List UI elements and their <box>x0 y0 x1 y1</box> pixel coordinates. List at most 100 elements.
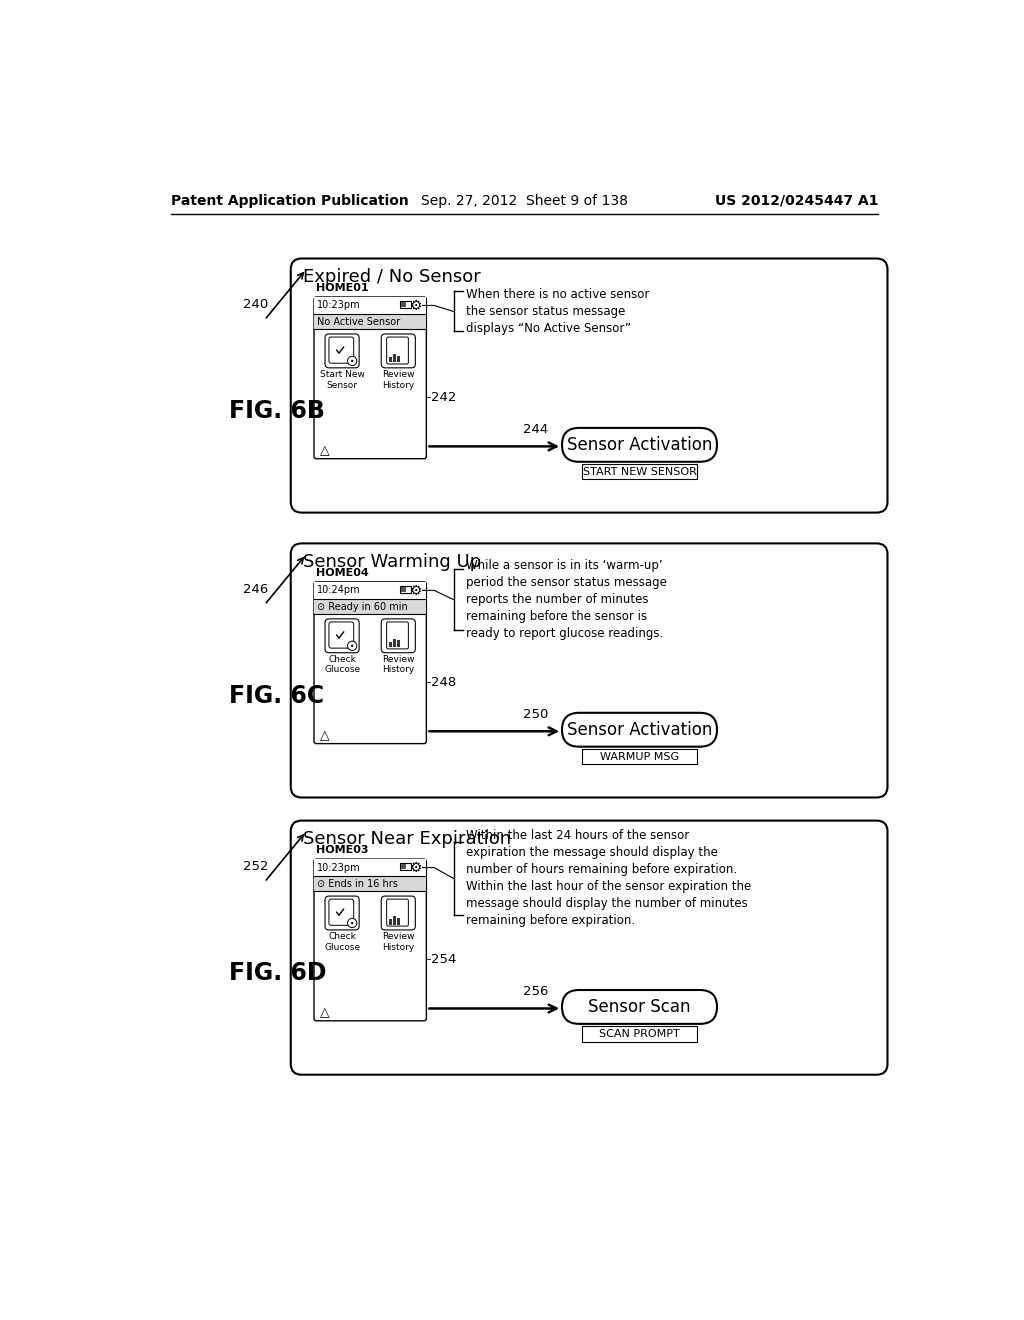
Text: Sensor Warming Up: Sensor Warming Up <box>303 553 481 570</box>
FancyBboxPatch shape <box>329 337 353 363</box>
Bar <box>400 301 411 308</box>
FancyBboxPatch shape <box>381 896 416 929</box>
Bar <box>314 876 426 891</box>
Bar <box>411 304 413 305</box>
FancyBboxPatch shape <box>291 544 888 797</box>
Bar <box>583 1026 697 1041</box>
Text: When there is no active sensor
the sensor status message
displays “No Active Sen: When there is no active sensor the senso… <box>466 288 649 335</box>
Bar <box>314 314 426 330</box>
Text: Sensor Activation: Sensor Activation <box>567 436 712 454</box>
FancyBboxPatch shape <box>291 259 888 512</box>
FancyBboxPatch shape <box>325 334 359 368</box>
Text: US 2012/0245447 A1: US 2012/0245447 A1 <box>715 194 879 207</box>
Text: SCAN PROMPT: SCAN PROMPT <box>599 1028 680 1039</box>
Bar <box>314 297 426 314</box>
Text: HOME01: HOME01 <box>316 284 369 293</box>
Text: WARMUP MSG: WARMUP MSG <box>600 751 679 762</box>
Text: 254: 254 <box>431 953 457 966</box>
Text: FIG. 6D: FIG. 6D <box>228 961 327 985</box>
Bar <box>393 354 396 363</box>
FancyBboxPatch shape <box>325 619 359 653</box>
Text: Sep. 27, 2012  Sheet 9 of 138: Sep. 27, 2012 Sheet 9 of 138 <box>421 194 629 207</box>
Text: 248: 248 <box>431 676 457 689</box>
Bar <box>393 639 396 647</box>
FancyBboxPatch shape <box>562 428 717 462</box>
Text: Sensor Activation: Sensor Activation <box>567 721 712 739</box>
Text: Review
History: Review History <box>382 655 415 675</box>
Text: Start New
Sensor: Start New Sensor <box>319 370 365 389</box>
Text: While a sensor is in its ‘warm-up’
period the sensor status message
reports the : While a sensor is in its ‘warm-up’ perio… <box>466 560 667 640</box>
Text: 244: 244 <box>523 422 549 436</box>
Text: No Active Sensor: No Active Sensor <box>317 317 400 326</box>
Text: Sensor Scan: Sensor Scan <box>588 998 691 1016</box>
Text: HOME04: HOME04 <box>316 568 369 578</box>
FancyBboxPatch shape <box>329 622 353 648</box>
Bar <box>389 642 392 647</box>
Text: ⚙: ⚙ <box>410 583 422 598</box>
Text: Review
History: Review History <box>382 370 415 389</box>
Bar <box>583 465 697 479</box>
Circle shape <box>347 356 356 366</box>
Text: Patent Application Publication: Patent Application Publication <box>171 194 409 207</box>
Text: 256: 256 <box>523 985 549 998</box>
Text: 240: 240 <box>243 298 268 312</box>
Text: 10:23pm: 10:23pm <box>317 862 360 873</box>
Bar <box>411 589 413 590</box>
Text: △: △ <box>321 445 330 458</box>
FancyBboxPatch shape <box>314 297 426 459</box>
Text: Check
Glucose: Check Glucose <box>324 655 360 675</box>
Text: ⚙: ⚙ <box>410 298 422 313</box>
Text: Check
Glucose: Check Glucose <box>324 932 360 952</box>
Bar <box>314 582 426 599</box>
Text: START NEW SENSOR: START NEW SENSOR <box>583 467 696 477</box>
Circle shape <box>351 644 353 647</box>
Bar <box>314 599 426 614</box>
Text: Sensor Near Expiration: Sensor Near Expiration <box>303 830 511 847</box>
Text: Expired / No Sensor: Expired / No Sensor <box>303 268 481 286</box>
Bar <box>393 916 396 924</box>
Bar <box>314 859 426 876</box>
Text: Review
History: Review History <box>382 932 415 952</box>
Bar <box>400 586 407 591</box>
Bar <box>389 358 392 363</box>
Text: 246: 246 <box>243 583 268 597</box>
Bar <box>396 640 399 647</box>
Bar <box>400 586 411 593</box>
FancyBboxPatch shape <box>387 337 409 364</box>
FancyBboxPatch shape <box>562 990 717 1024</box>
FancyBboxPatch shape <box>314 582 426 743</box>
Text: FIG. 6B: FIG. 6B <box>228 399 325 422</box>
Bar <box>396 355 399 363</box>
FancyBboxPatch shape <box>387 622 409 649</box>
FancyBboxPatch shape <box>325 896 359 929</box>
Text: Within the last 24 hours of the sensor
expiration the message should display the: Within the last 24 hours of the sensor e… <box>466 829 752 928</box>
FancyBboxPatch shape <box>381 334 416 368</box>
Circle shape <box>347 919 356 928</box>
Text: 10:24pm: 10:24pm <box>317 585 360 595</box>
FancyBboxPatch shape <box>562 713 717 747</box>
Bar <box>400 302 407 308</box>
Circle shape <box>351 360 353 362</box>
FancyBboxPatch shape <box>329 899 353 925</box>
Text: 242: 242 <box>431 391 457 404</box>
Bar <box>583 748 697 764</box>
Bar <box>400 863 407 869</box>
Bar <box>400 863 411 870</box>
Text: △: △ <box>321 1007 330 1019</box>
Bar <box>411 866 413 867</box>
Circle shape <box>347 642 356 651</box>
Text: 252: 252 <box>243 861 268 874</box>
FancyBboxPatch shape <box>291 821 888 1074</box>
Bar <box>396 917 399 924</box>
Text: ⊙ Ready in 60 min: ⊙ Ready in 60 min <box>317 602 408 611</box>
FancyBboxPatch shape <box>381 619 416 653</box>
Text: △: △ <box>321 730 330 742</box>
Text: HOME03: HOME03 <box>316 845 369 855</box>
FancyBboxPatch shape <box>314 859 426 1020</box>
FancyBboxPatch shape <box>387 899 409 927</box>
Text: ⚙: ⚙ <box>410 861 422 875</box>
Text: 10:23pm: 10:23pm <box>317 301 360 310</box>
Text: FIG. 6C: FIG. 6C <box>228 684 324 708</box>
Circle shape <box>351 921 353 924</box>
Text: ⊙ Ends in 16 hrs: ⊙ Ends in 16 hrs <box>317 879 398 888</box>
